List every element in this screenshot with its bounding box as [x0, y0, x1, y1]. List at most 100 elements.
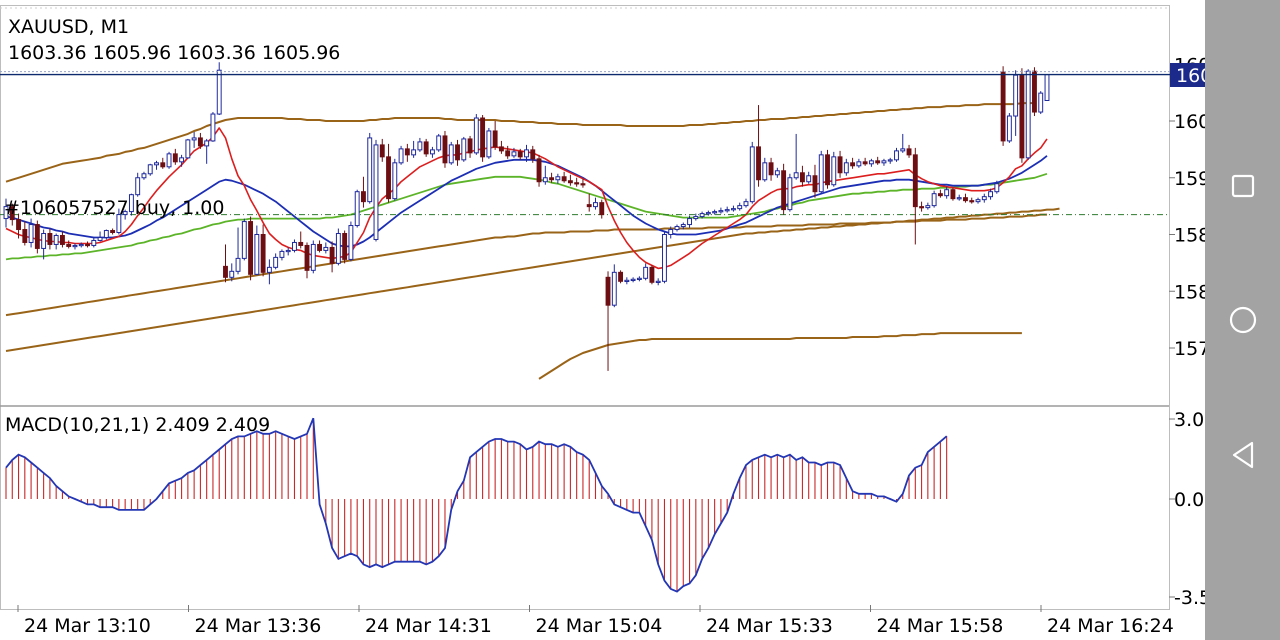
macd-tick-label: 0.000 [1174, 489, 1205, 511]
candle-body-bull [348, 225, 354, 260]
candle-body-bull [72, 244, 78, 248]
candlesticks [3, 62, 1050, 371]
candle-body-bull [448, 144, 454, 164]
candle-body-bear [530, 149, 536, 160]
candle-body-bear [404, 148, 410, 156]
price-tick-label: 1578.50 [1174, 338, 1205, 360]
back-button[interactable] [1223, 435, 1263, 475]
candle-body-bull [868, 160, 874, 165]
candle-body-bull [53, 234, 59, 245]
candle-body-bear [498, 146, 504, 152]
candle-body-bear [223, 265, 228, 278]
candle-body-bear [110, 230, 116, 234]
candle-body-bear [480, 117, 486, 158]
candle-body-bear [906, 148, 912, 156]
candle-body-bear [1000, 71, 1006, 142]
candle-body-bull [1006, 115, 1012, 142]
macd-indicator [5, 417, 948, 593]
candle-body-bull [3, 206, 9, 220]
candle-body-bull [473, 117, 479, 154]
candle-body-bull [712, 211, 718, 214]
candle-body-bull [1025, 70, 1031, 159]
candle-body-bull [687, 218, 692, 226]
time-tick-label: 24 Mar 13:36 [195, 615, 322, 637]
recent-apps-button[interactable] [1223, 166, 1263, 206]
candle-body-bear [22, 229, 28, 243]
time-tick-label: 24 Mar 14:31 [365, 615, 492, 637]
candle-body-bull [103, 230, 109, 238]
candle-body-bull [354, 191, 360, 227]
home-button[interactable] [1223, 300, 1263, 340]
candle-body-bull [1013, 74, 1019, 117]
price-tick-label: 1595.60 [1174, 168, 1205, 190]
candle-body-bear [379, 144, 385, 158]
candle-body-bull [925, 205, 931, 209]
candle-body-bull [680, 224, 686, 228]
candle-body-bull [210, 113, 216, 142]
candle-body-bull [636, 277, 642, 281]
candle-body-bear [837, 156, 843, 174]
candle-body-bull [988, 191, 994, 198]
candle-body-bear [34, 224, 40, 249]
candle-body-bull [1038, 92, 1044, 113]
ma-slow-line [5, 172, 1048, 261]
candle-body-bear [756, 146, 761, 181]
candle-body-bull [486, 130, 492, 158]
candle-body-bull [843, 162, 849, 174]
candle-body-bull [831, 156, 837, 186]
candle-body-bull [266, 266, 272, 273]
candle-body-bear [517, 151, 523, 158]
candle-body-bull [555, 176, 561, 181]
candle-body-bull [179, 157, 185, 163]
candle-body-bear [912, 154, 918, 208]
candle-body-bull [392, 162, 398, 200]
candle-body-bull [881, 160, 887, 164]
candle-body-bear [342, 233, 348, 260]
envelope-lower-line [5, 207, 1060, 352]
macd-signal-line [5, 417, 948, 593]
candle-body-bull [818, 154, 824, 193]
candle-body-bear [605, 276, 611, 306]
envelope-middle-line [5, 213, 1047, 317]
price-tick-label: 1589.90 [1174, 225, 1205, 247]
candle-body-bear [47, 233, 53, 245]
candle-body-bull [28, 224, 34, 243]
order-label[interactable]: #106057527 buy, 1.00 [4, 197, 225, 219]
candle-body-bear [423, 141, 429, 155]
candle-body-bear [386, 156, 391, 200]
candle-body-bull [894, 150, 899, 161]
candle-body-bull [292, 241, 297, 251]
candle-body-bull [204, 140, 210, 147]
candle-body-bull [128, 194, 134, 213]
candle-body-bull [78, 243, 84, 247]
candle-body-bull [273, 256, 279, 268]
candle-body-bear [875, 160, 881, 164]
envelope-upper-line [5, 102, 1035, 183]
candle-body-bear [172, 153, 178, 163]
candle-body-bull [668, 229, 674, 235]
chart-canvas: 1601.301595.601589.901584.201578.501607.… [0, 5, 1205, 637]
candle-body-bull [674, 226, 680, 231]
candle-body-bull [718, 210, 724, 213]
candle-body-bull [655, 280, 661, 283]
time-tick-label: 24 Mar 15:58 [877, 615, 1004, 637]
candle-body-bull [417, 141, 423, 151]
chart-area[interactable]: 1601.301595.601589.901584.201578.501607.… [0, 0, 1205, 640]
candle-body-bull [1044, 74, 1050, 101]
candle-body-bull [154, 162, 159, 166]
candle-body-bull [511, 151, 517, 157]
candle-body-bull [975, 199, 981, 203]
candle-body-bull [279, 250, 285, 258]
candle-body-bear [329, 246, 335, 264]
candle-body-bull [662, 234, 667, 282]
candle-body-bull [749, 146, 755, 203]
candle-body-bear [781, 170, 787, 211]
candle-body-bull [367, 137, 373, 203]
candle-body-bear [16, 219, 21, 231]
candle-body-bull [611, 271, 617, 306]
candle-body-bull [185, 139, 191, 159]
candle-body-bear [1019, 74, 1025, 159]
candle-body-bull [216, 69, 222, 115]
candle-body-bear [304, 244, 310, 271]
